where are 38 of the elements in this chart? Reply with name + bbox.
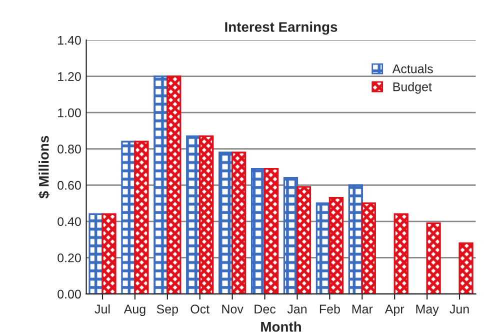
x-tick-label: Oct: [190, 304, 210, 314]
y-tick-label: 1.00: [58, 108, 81, 118]
bar: [348, 184, 363, 294]
x-tick-label: Aug: [124, 304, 146, 316]
y-axis-title: $ Millions: [38, 136, 50, 198]
bar: [361, 202, 376, 294]
x-tick-label: Dec: [254, 304, 276, 314]
y-tick-label: 0.20: [58, 253, 81, 262]
y-tick-label: 1.20: [58, 72, 81, 81]
x-tick-label: Feb: [320, 304, 340, 314]
bar: [426, 222, 441, 294]
bar: [264, 168, 279, 294]
legend-label: Actuals: [392, 64, 433, 74]
y-tick-label: 0.80: [58, 144, 81, 154]
y-tick-label: 0.60: [58, 180, 81, 190]
bar: [394, 213, 408, 294]
y-tick-label: 1.40: [58, 36, 81, 45]
x-tick-label: Apr: [384, 304, 404, 316]
x-tick-label: Jul: [94, 304, 110, 314]
bar: [166, 76, 182, 294]
bar: [458, 242, 474, 294]
x-tick-label: Nov: [222, 304, 244, 314]
bar: [199, 135, 214, 294]
bar: [296, 186, 312, 294]
x-tick-label: Jan: [287, 304, 307, 314]
x-tick-label: Mar: [352, 304, 373, 314]
y-tick-label: 0.00: [58, 290, 81, 299]
x-tick-label: Jun: [450, 304, 469, 314]
x-axis-title: Month: [261, 322, 301, 332]
x-tick-label: Sep: [156, 304, 178, 316]
legend-label: Budget: [393, 82, 432, 94]
bar: [328, 196, 344, 294]
bar: [231, 152, 246, 294]
bar: [134, 140, 149, 294]
y-tick-label: 0.40: [58, 217, 81, 226]
x-tick-label: May: [416, 304, 439, 316]
chart-title: Interest Earnings: [225, 22, 338, 35]
bar: [102, 213, 116, 294]
